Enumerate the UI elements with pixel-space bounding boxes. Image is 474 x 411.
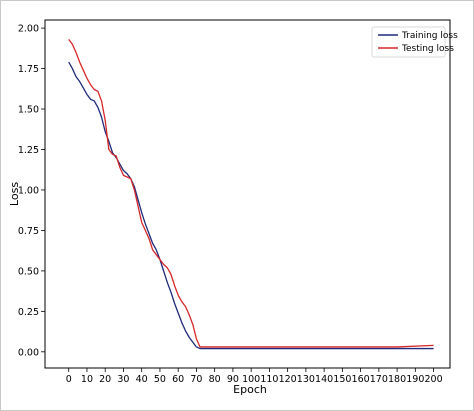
y-tick-label: 1.50 — [18, 105, 39, 116]
testing-loss-line — [68, 39, 434, 348]
x-tick-label: 0 — [66, 374, 72, 385]
x-tick-label: 130 — [297, 374, 315, 385]
legend: Training loss Testing loss — [371, 26, 458, 58]
y-tick-label: 1.25 — [18, 145, 39, 156]
x-tick-label: 100 — [242, 374, 260, 385]
y-tick-label: 1.00 — [18, 185, 39, 196]
x-tick-label: 200 — [425, 374, 443, 385]
series-layer — [68, 39, 434, 350]
x-tick-label: 90 — [227, 374, 239, 385]
x-tick-label: 150 — [333, 374, 351, 385]
x-axis-ticks: 0 10 20 30 40 50 60 70 80 90 100 110 120 130 140 150 160… — [66, 368, 443, 385]
x-tick-label: 160 — [352, 374, 370, 385]
y-tick-label: 0.00 — [18, 347, 39, 358]
training-loss-line — [68, 61, 434, 350]
plot-area: 0 10 20 30 40 50 60 70 80 90 100 110 120 130 140 150 160… — [18, 19, 451, 385]
x-tick-label: 120 — [279, 374, 297, 385]
x-tick-label: 80 — [209, 374, 221, 385]
x-axis-label: Epoch — [233, 383, 267, 396]
legend-label-testing: Testing loss — [401, 44, 454, 54]
x-tick-label: 70 — [190, 374, 202, 385]
x-tick-label: 60 — [172, 374, 184, 385]
y-axis-label: Loss — [8, 182, 21, 206]
x-tick-label: 40 — [136, 374, 148, 385]
x-tick-label: 110 — [260, 374, 278, 385]
y-tick-label: 0.50 — [18, 266, 39, 277]
x-tick-label: 190 — [406, 374, 424, 385]
axes-box — [44, 19, 451, 369]
x-tick-label: 50 — [154, 374, 166, 385]
x-tick-label: 10 — [81, 374, 93, 385]
y-tick-label: 0.75 — [18, 226, 39, 237]
legend-label-training: Training loss — [401, 31, 458, 41]
x-tick-label: 20 — [99, 374, 111, 385]
y-tick-label: 1.75 — [18, 64, 39, 75]
x-tick-label: 140 — [315, 374, 333, 385]
y-axis-ticks: 0.00 0.25 0.50 0.75 1.00 1.25 1.50 1.75 2.00 — [18, 24, 45, 358]
x-tick-label: 170 — [370, 374, 388, 385]
y-tick-label: 2.00 — [18, 24, 39, 35]
y-tick-label: 0.25 — [18, 307, 39, 318]
x-tick-label: 30 — [117, 374, 129, 385]
x-tick-label: 180 — [388, 374, 406, 385]
